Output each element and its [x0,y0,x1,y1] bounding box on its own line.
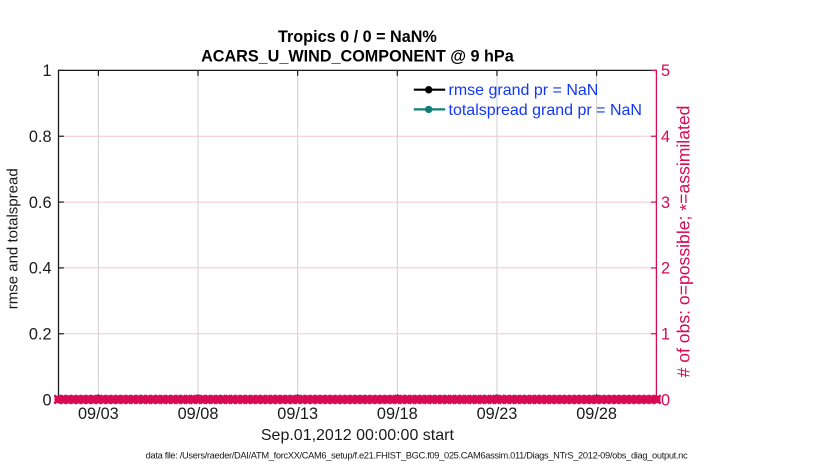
svg-text:09/18: 09/18 [377,405,418,423]
svg-text:1: 1 [661,325,670,343]
svg-text:Sep.01,2012 00:00:00 start: Sep.01,2012 00:00:00 start [261,427,455,444]
svg-text:3: 3 [661,194,670,212]
svg-text:ACARS_U_WIND_COMPONENT @ 9 hPa: ACARS_U_WIND_COMPONENT @ 9 hPa [201,47,515,65]
svg-text:09/03: 09/03 [78,405,119,423]
svg-text:0.8: 0.8 [29,128,52,146]
svg-text:rmse and totalspread: rmse and totalspread [5,168,22,309]
svg-text:# of obs: o=possible; *=assimi: # of obs: o=possible; *=assimilated [674,106,697,378]
svg-text:Tropics 0 / 0 = NaN%: Tropics 0 / 0 = NaN% [278,28,437,46]
svg-text:data file: /Users/raeder/DAI/A: data file: /Users/raeder/DAI/ATM_forcXX/… [146,450,688,460]
svg-text:4: 4 [661,128,670,146]
svg-text:rmse grand pr = NaN: rmse grand pr = NaN [449,82,599,99]
svg-text:5: 5 [661,62,670,80]
svg-text:totalspread grand pr = NaN: totalspread grand pr = NaN [449,102,642,119]
svg-text:09/13: 09/13 [277,405,318,423]
svg-text:09/28: 09/28 [576,405,617,423]
svg-text:0.2: 0.2 [29,325,52,343]
svg-text:09/23: 09/23 [477,405,518,423]
svg-text:0.4: 0.4 [29,260,52,278]
svg-text:0.6: 0.6 [29,194,52,212]
svg-text:09/08: 09/08 [178,405,219,423]
svg-text:0: 0 [42,391,51,409]
svg-text:0: 0 [661,391,670,409]
svg-text:1: 1 [42,62,51,80]
svg-text:2: 2 [661,260,670,278]
